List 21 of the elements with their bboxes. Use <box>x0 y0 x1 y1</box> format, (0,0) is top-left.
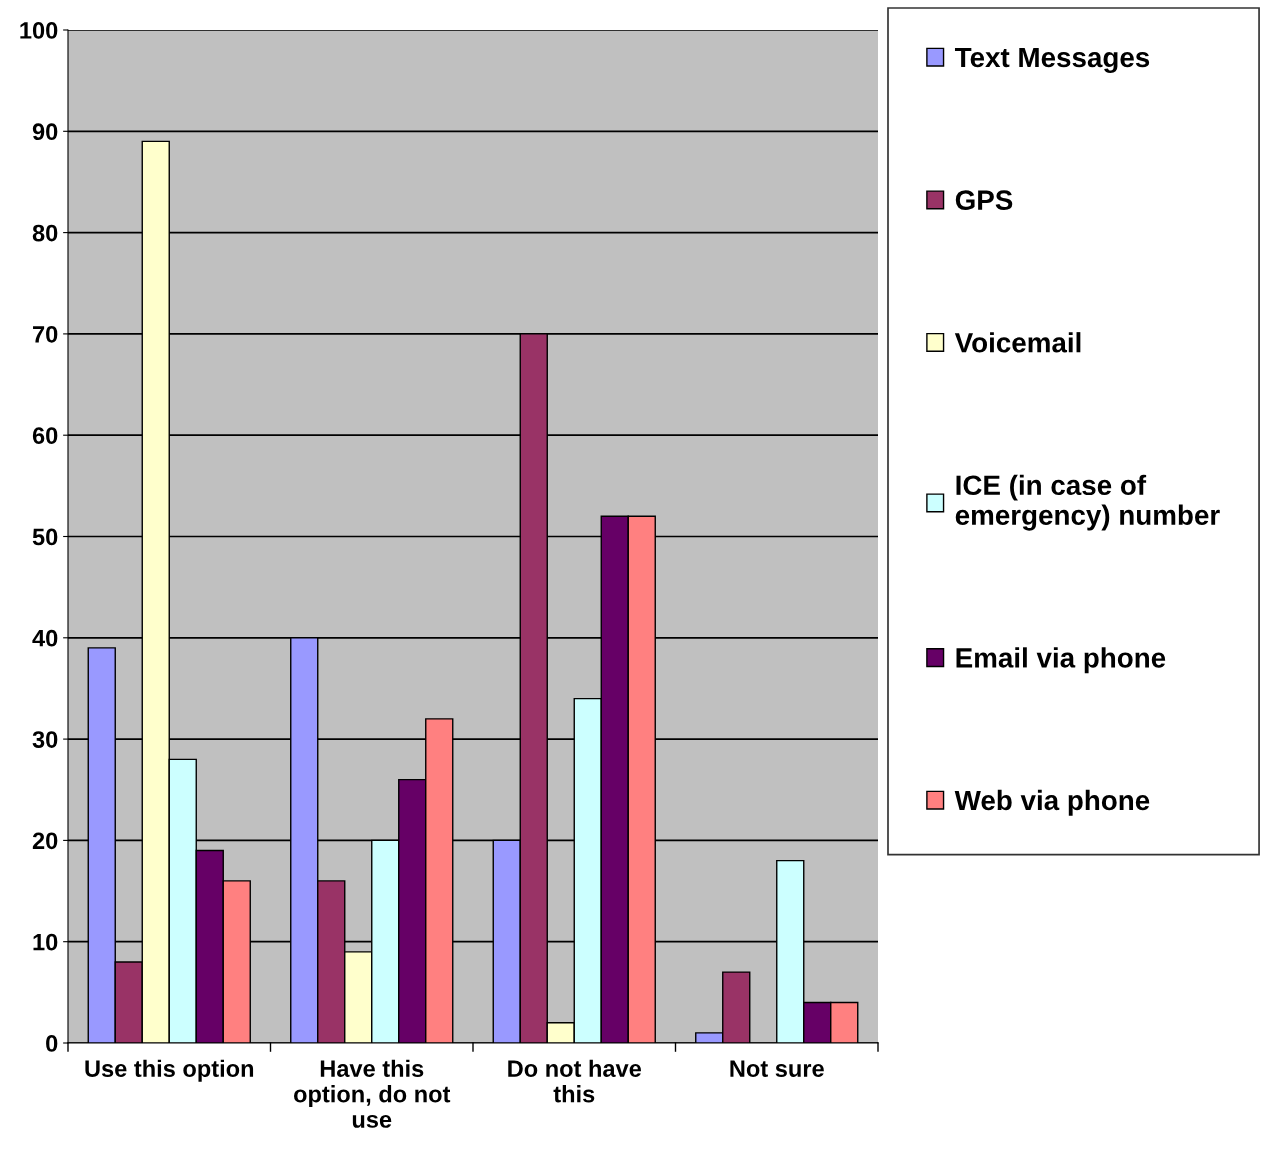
y-tick-label: 90 <box>32 123 58 141</box>
x-tick-label: Use this option <box>85 1059 254 1082</box>
legend-label: ICE (in case of emergency) number <box>955 474 1220 531</box>
x-tick-label: Have this option, do not use <box>294 1059 451 1128</box>
y-tick-label: 40 <box>32 629 58 647</box>
y-tick-label: 70 <box>33 325 58 343</box>
y-tick-label: 100 <box>20 22 58 39</box>
legend-label: GPS <box>955 190 1013 210</box>
y-tick-label: 10 <box>33 933 58 951</box>
y-tick-label: 20 <box>32 832 58 850</box>
y-tick-label: 80 <box>32 224 58 242</box>
legend-label: Email via phone <box>956 647 1166 674</box>
legend-label: Text Messages <box>954 47 1150 73</box>
y-tick-label: 60 <box>32 427 58 444</box>
y-tick-label: 50 <box>32 528 58 546</box>
x-tick-label: Do not have this <box>508 1059 642 1103</box>
y-tick-label: 30 <box>32 731 58 748</box>
legend-label: Web via phone <box>954 789 1150 816</box>
x-tick-label: Not sure <box>730 1060 824 1078</box>
y-tick-label: 0 <box>46 1035 58 1052</box>
legend-label: Voicemail <box>954 332 1081 353</box>
